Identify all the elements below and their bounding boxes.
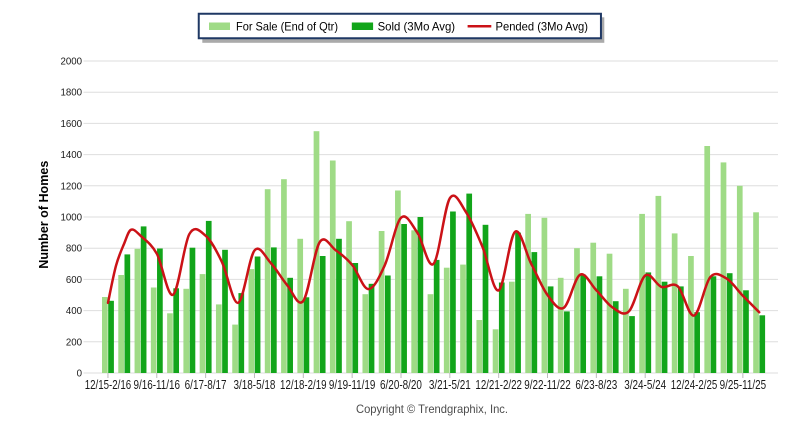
svg-text:Number of Homes: Number of Homes	[37, 161, 51, 269]
svg-text:Copyright © Trendgraphix, Inc.: Copyright © Trendgraphix, Inc.	[356, 403, 508, 416]
svg-text:1600: 1600	[60, 119, 82, 130]
svg-text:9/25-11/25: 9/25-11/25	[720, 378, 767, 392]
svg-text:1000: 1000	[60, 213, 82, 224]
svg-text:6/17-8/17: 6/17-8/17	[185, 378, 227, 392]
svg-text:2000: 2000	[60, 57, 82, 68]
svg-text:For Sale (End of Qtr): For Sale (End of Qtr)	[236, 20, 338, 34]
svg-text:3/21-5/21: 3/21-5/21	[429, 378, 471, 392]
svg-text:1800: 1800	[60, 88, 82, 99]
svg-text:9/16-11/16: 9/16-11/16	[134, 378, 181, 392]
svg-text:9/22-11/22: 9/22-11/22	[524, 378, 571, 392]
svg-text:12/18-2/19: 12/18-2/19	[280, 378, 327, 392]
svg-text:3/18-5/18: 3/18-5/18	[234, 378, 276, 392]
svg-text:12/15-2/16: 12/15-2/16	[85, 378, 132, 392]
svg-text:6/23-8/23: 6/23-8/23	[575, 378, 617, 392]
svg-text:0: 0	[77, 369, 83, 380]
svg-text:400: 400	[66, 306, 83, 317]
svg-text:12/21-2/22: 12/21-2/22	[475, 378, 522, 392]
svg-text:1400: 1400	[60, 150, 82, 161]
svg-text:Sold (3Mo Avg): Sold (3Mo Avg)	[378, 20, 456, 34]
svg-text:12/24-2/25: 12/24-2/25	[671, 378, 718, 392]
svg-text:800: 800	[66, 244, 83, 255]
svg-text:3/24-5/24: 3/24-5/24	[624, 378, 666, 392]
svg-text:600: 600	[66, 275, 83, 286]
svg-text:Pended (3Mo Avg): Pended (3Mo Avg)	[496, 20, 589, 34]
svg-text:9/19-11/19: 9/19-11/19	[329, 378, 376, 392]
svg-text:6/20-8/20: 6/20-8/20	[380, 378, 422, 392]
svg-text:200: 200	[66, 337, 83, 348]
svg-text:1200: 1200	[60, 181, 82, 192]
